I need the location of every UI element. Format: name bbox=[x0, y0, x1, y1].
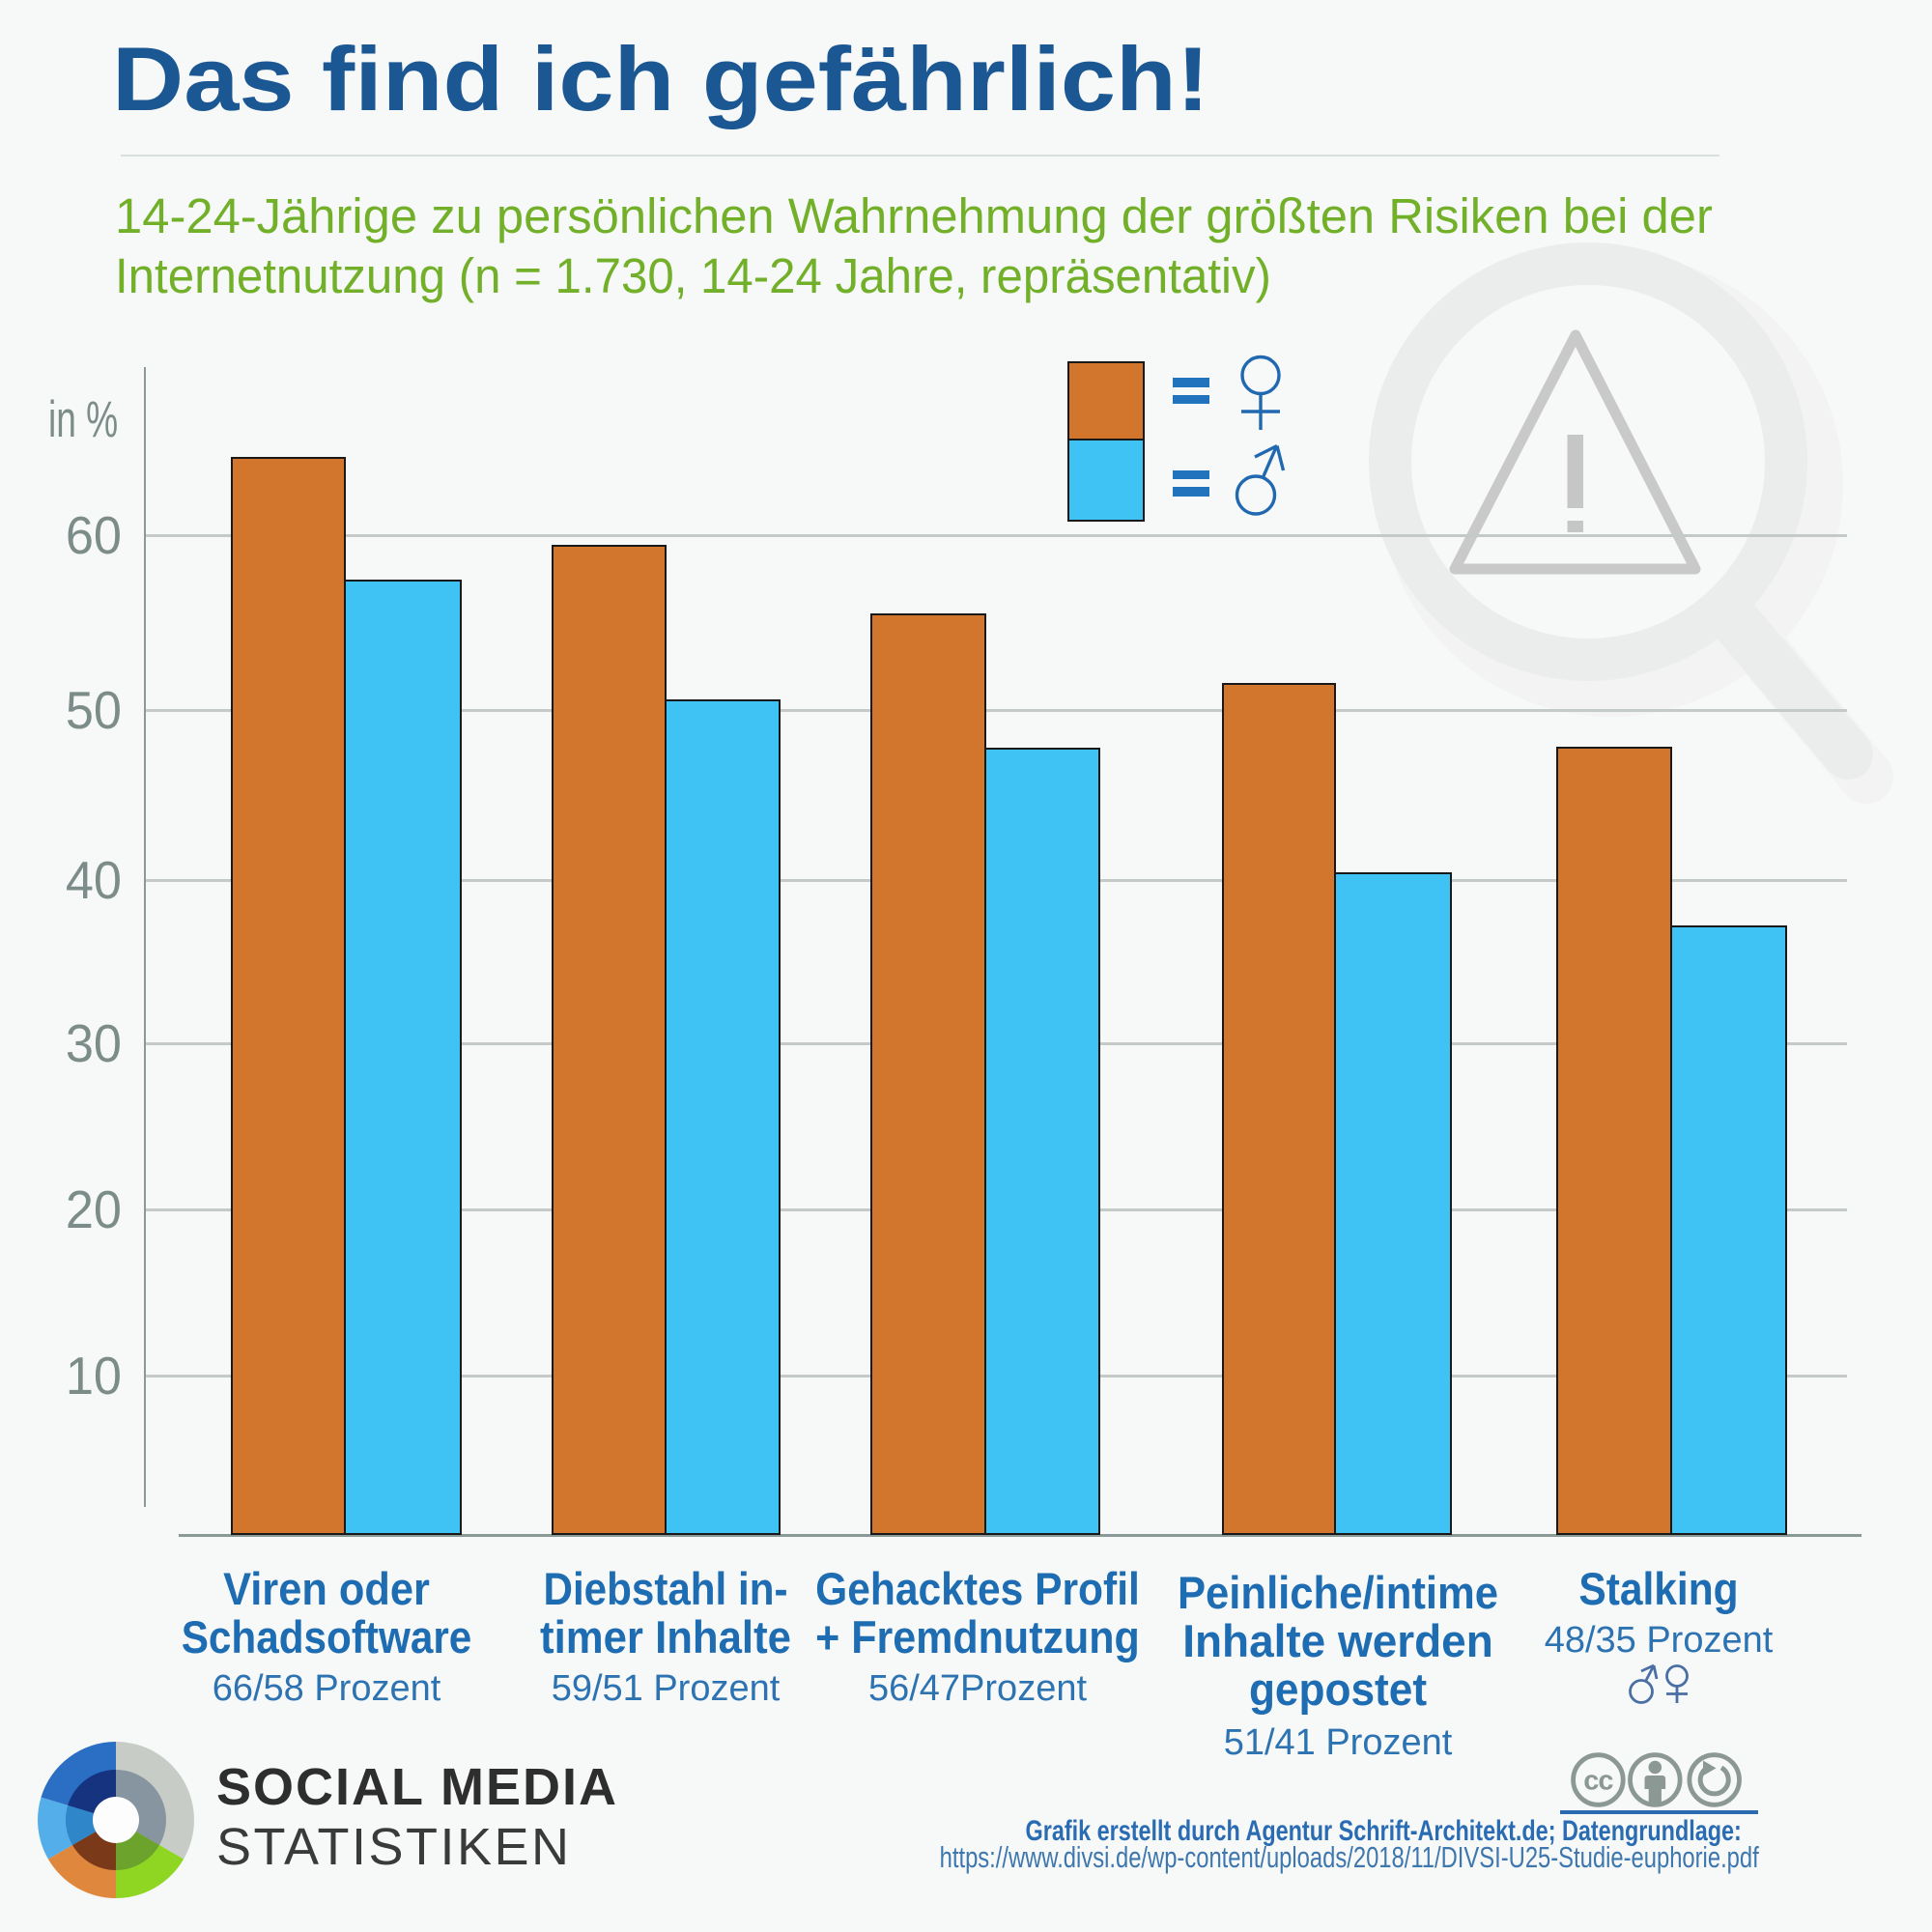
svg-text:cc: cc bbox=[1583, 1766, 1613, 1797]
